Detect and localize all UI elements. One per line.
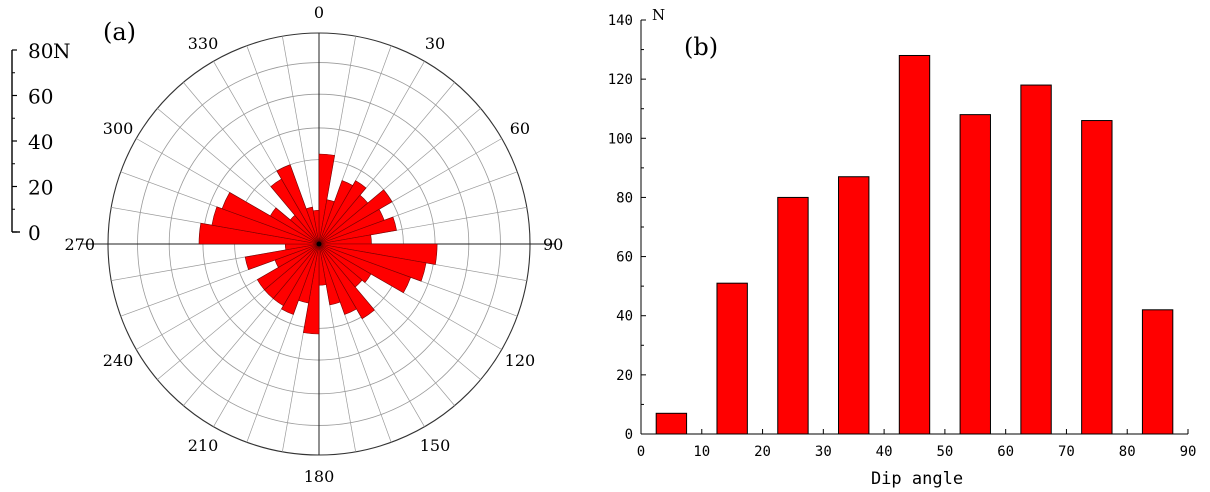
rose-direction-label: 60	[510, 119, 530, 138]
rose-petal	[318, 216, 397, 245]
rose-direction-label: 150	[420, 436, 451, 455]
rose-petal	[269, 207, 320, 245]
y-tick-label: 80	[616, 190, 633, 206]
rose-petal	[318, 243, 427, 282]
y-tick-label: 140	[608, 13, 633, 29]
panel-b-label: (b)	[684, 33, 718, 61]
rose-petal	[318, 180, 367, 245]
x-axis-title: Dip angle	[871, 469, 963, 489]
x-tick-label: 10	[693, 444, 710, 460]
x-tick-label: 60	[997, 444, 1014, 460]
rose-direction-label: 300	[103, 119, 134, 138]
bar	[777, 196, 809, 435]
x-tick-label: 40	[876, 444, 893, 460]
rose-direction-label: 270	[64, 235, 95, 254]
rose-petal	[244, 243, 320, 271]
rose-petals	[198, 153, 438, 335]
rose-petal	[256, 243, 320, 291]
rose-direction-label: 120	[505, 351, 536, 370]
scale-tick-label: 60	[28, 85, 53, 109]
scale-tick-label: 20	[28, 176, 53, 200]
rose-direction-label: 0	[314, 3, 324, 22]
bar	[1141, 309, 1174, 435]
rose-petal	[318, 243, 357, 315]
y-tick-label: 40	[616, 309, 633, 325]
rose-direction-label: 240	[103, 351, 134, 370]
rose-center	[316, 241, 322, 247]
x-tick-label: 30	[815, 444, 832, 460]
rose-petal	[221, 192, 320, 245]
y-tick-label: 20	[616, 368, 633, 384]
rose-direction-label: 210	[188, 436, 219, 455]
rose-diagram: 0 30 60 90 120 150 180 210 240 270 300 330 (a) 0 20 4…	[11, 3, 563, 486]
x-tick-label: 80	[1119, 444, 1136, 460]
rose-radial-scale: 0 20 40 60 80 N	[11, 39, 71, 245]
rose-petal	[318, 243, 375, 320]
dip-angle-histogram: 0 20 40 60 80 100 120 140 0 10 20 30 40 50 60 70 80 90 (b…	[608, 6, 1197, 489]
x-tick-label: 20	[754, 444, 771, 460]
y-tick-label: 120	[608, 72, 633, 88]
x-tick-label: 0	[637, 444, 645, 460]
bar	[959, 114, 991, 435]
bar	[838, 176, 870, 435]
rose-petal	[318, 243, 341, 306]
rose-petal	[318, 189, 393, 245]
rose-petal	[276, 164, 320, 245]
rose-petal	[305, 206, 320, 245]
y-axis-title: N	[652, 6, 665, 24]
scale-tick-label: 80	[28, 39, 53, 63]
x-tick-label: 70	[1058, 444, 1075, 460]
x-tick-label: 50	[936, 444, 953, 460]
rose-petal	[281, 243, 320, 315]
rose-direction-label: 90	[543, 235, 563, 254]
bar	[1081, 120, 1113, 435]
panel-a-label: (a)	[103, 18, 136, 46]
rose-direction-label: 180	[304, 467, 335, 486]
scale-unit-label: N	[53, 39, 71, 63]
rose-direction-label: 30	[425, 34, 445, 53]
rose-petal	[318, 243, 372, 283]
bar	[1020, 84, 1052, 435]
bar	[898, 54, 931, 435]
y-tick-label: 0	[625, 427, 633, 443]
scale-tick-label: 0	[28, 221, 41, 245]
bar	[716, 282, 748, 435]
rose-direction-label: 330	[188, 34, 219, 53]
rose-petal	[318, 243, 412, 294]
y-tick-label: 60	[616, 250, 633, 266]
x-tick-label: 90	[1180, 444, 1197, 460]
rose-petal	[312, 209, 320, 245]
scale-tick-label: 40	[28, 130, 53, 154]
y-tick-label: 100	[608, 131, 633, 147]
bar	[655, 412, 688, 435]
bar-series	[655, 54, 1174, 435]
rose-petal	[211, 206, 320, 245]
rose-direction-labels: 0 30 60 90 120 150 180 210 240 270 300 330	[64, 3, 563, 486]
